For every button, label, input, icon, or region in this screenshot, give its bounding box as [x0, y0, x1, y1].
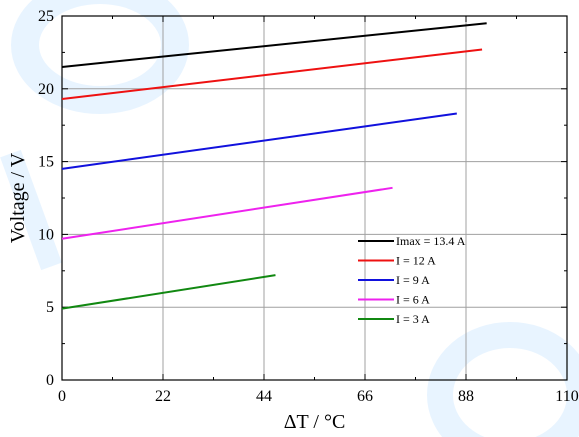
x-tick-label: 66 — [357, 388, 373, 405]
series-line — [61, 186, 393, 240]
x-tick-label: 88 — [458, 388, 474, 405]
legend-label: I = 6 A — [396, 293, 430, 307]
y-tick-label: 25 — [38, 8, 54, 25]
x-tick-labels: 0 22 44 66 88 110 — [58, 388, 579, 405]
y-tick-label: 15 — [38, 154, 54, 171]
y-tick-label: 5 — [46, 299, 54, 316]
series-line — [61, 48, 483, 100]
legend-label: I = 3 A — [396, 312, 430, 326]
series-line — [61, 112, 457, 170]
grid-lines — [62, 16, 567, 380]
y-tick-label: 10 — [38, 226, 54, 243]
y-tick-label: 20 — [38, 81, 54, 98]
legend-label: Imax = 13.4 A — [396, 234, 466, 248]
x-axis-title: ΔT / °C — [284, 411, 346, 433]
legend-label: I = 9 A — [396, 273, 430, 287]
legend: Imax = 13.4 A I = 12 A I = 9 A I = 6 A I = 3… — [358, 234, 466, 326]
y-axis-title: Voltage / V — [7, 152, 29, 243]
series-line — [61, 274, 276, 310]
legend-label: I = 12 A — [396, 254, 436, 268]
x-tick-label: 0 — [58, 388, 66, 405]
y-tick-label: 0 — [46, 372, 54, 389]
y-tick-labels: 0 5 10 15 20 25 — [38, 8, 54, 389]
x-tick-label: 22 — [155, 388, 171, 405]
x-tick-label: 44 — [256, 388, 272, 405]
series-lines — [61, 22, 487, 310]
series-line — [61, 22, 487, 68]
x-tick-label: 110 — [555, 388, 578, 405]
